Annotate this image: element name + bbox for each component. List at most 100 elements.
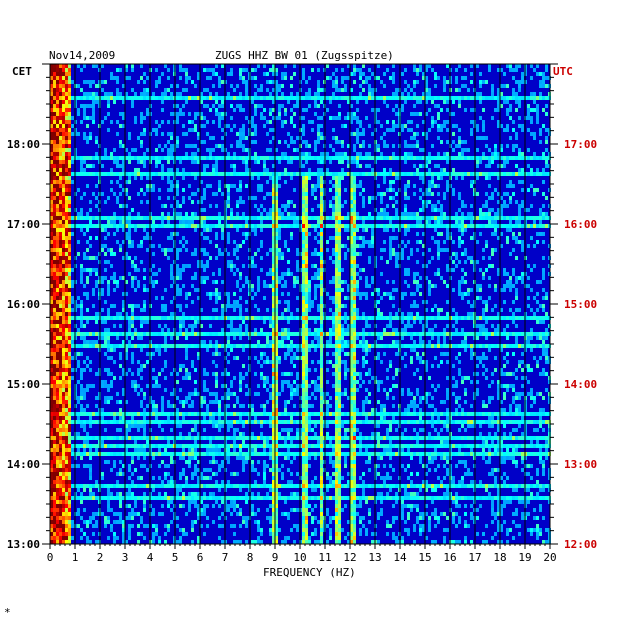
spectrogram-cell	[137, 80, 140, 84]
spectrogram-cell	[461, 76, 464, 80]
spectrogram-cell	[59, 296, 62, 300]
spectrogram-cell	[95, 332, 98, 336]
spectrogram-cell	[383, 240, 386, 244]
spectrogram-cell	[461, 332, 464, 336]
spectrogram-cell	[227, 216, 230, 220]
spectrogram-cell	[194, 332, 197, 336]
spectrogram-cell	[116, 240, 119, 244]
spectrogram-cell	[152, 128, 155, 132]
spectrogram-cell	[437, 164, 440, 168]
spectrogram-cell	[515, 336, 518, 340]
spectrogram-cell	[335, 204, 338, 208]
spectrogram-cell	[416, 220, 419, 224]
spectrogram-cell	[65, 148, 68, 152]
spectrogram-cell	[485, 344, 488, 348]
spectrogram-cell	[536, 116, 539, 120]
spectrogram-cell	[335, 256, 338, 260]
spectrogram-cell	[155, 344, 158, 348]
spectrogram-cell	[56, 116, 59, 120]
spectrogram-cell	[206, 260, 209, 264]
spectrogram-cell	[353, 196, 356, 200]
spectrogram-cell	[56, 152, 59, 156]
spectrogram-cell	[314, 228, 317, 232]
spectrogram-cell	[146, 236, 149, 240]
spectrogram-cell	[440, 332, 443, 336]
spectrogram-cell	[236, 172, 239, 176]
spectrogram-cell	[185, 220, 188, 224]
spectrogram-cell	[383, 172, 386, 176]
spectrogram-cell	[77, 172, 80, 176]
spectrogram-cell	[113, 192, 116, 196]
spectrogram-cell	[230, 316, 233, 320]
spectrogram-cell	[326, 108, 329, 112]
spectrogram-cell	[56, 300, 59, 304]
spectrogram-cell	[272, 88, 275, 92]
spectrogram-cell	[272, 224, 275, 228]
spectrogram-cell	[320, 268, 323, 272]
spectrogram-cell	[62, 244, 65, 248]
spectrogram-cell	[368, 284, 371, 288]
spectrogram-cell	[182, 332, 185, 336]
spectrogram-cell	[56, 196, 59, 200]
spectrogram-cell	[275, 244, 278, 248]
spectrogram-cell	[518, 180, 521, 184]
spectrogram-cell	[470, 180, 473, 184]
spectrogram-cell	[206, 164, 209, 168]
spectrogram-cell	[371, 276, 374, 280]
spectrogram-cell	[335, 240, 338, 244]
spectrogram-cell	[356, 128, 359, 132]
spectrogram-cell	[479, 224, 482, 228]
spectrogram-cell	[368, 92, 371, 96]
spectrogram-cell	[257, 156, 260, 160]
spectrogram-cell	[200, 332, 203, 336]
spectrogram-cell	[65, 260, 68, 264]
spectrogram-cell	[176, 96, 179, 100]
spectrogram-cell	[353, 284, 356, 288]
spectrogram-cell	[416, 332, 419, 336]
spectrogram-cell	[272, 316, 275, 320]
spectrogram-cell	[425, 276, 428, 280]
spectrogram-cell	[191, 332, 194, 336]
spectrogram-cell	[71, 336, 74, 340]
spectrogram-cell	[209, 136, 212, 140]
spectrogram-cell	[533, 96, 536, 100]
spectrogram-cell	[239, 304, 242, 308]
spectrogram-cell	[476, 260, 479, 264]
spectrogram-cell	[350, 292, 353, 296]
spectrogram-cell	[545, 84, 548, 88]
spectrogram-cell	[134, 228, 137, 232]
spectrogram-cell	[134, 256, 137, 260]
spectrogram-cell	[53, 64, 56, 68]
spectrogram-cell	[305, 228, 308, 232]
spectrogram-cell	[50, 76, 53, 80]
spectrogram-cell	[503, 284, 506, 288]
spectrogram-cell	[386, 96, 389, 100]
spectrogram-cell	[485, 316, 488, 320]
spectrogram-cell	[275, 284, 278, 288]
spectrogram-cell	[65, 176, 68, 180]
spectrogram-cell	[209, 184, 212, 188]
spectrogram-cell	[113, 324, 116, 328]
spectrogram-cell	[302, 244, 305, 248]
spectrogram-cell	[80, 324, 83, 328]
spectrogram-cell	[386, 172, 389, 176]
spectrogram-cell	[419, 316, 422, 320]
spectrogram-cell	[356, 108, 359, 112]
spectrogram-cell	[359, 156, 362, 160]
spectrogram-cell	[401, 252, 404, 256]
spectrogram-cell	[53, 248, 56, 252]
spectrogram-cell	[140, 224, 143, 228]
spectrogram-cell	[50, 84, 53, 88]
spectrogram-cell	[131, 68, 134, 72]
spectrogram-cell	[506, 184, 509, 188]
spectrogram-cell	[218, 104, 221, 108]
spectrogram-cell	[125, 216, 128, 220]
spectrogram-cell	[380, 192, 383, 196]
spectrogram-cell	[461, 296, 464, 300]
spectrogram-cell	[467, 300, 470, 304]
spectrogram-cell	[542, 192, 545, 196]
spectrogram-cell	[95, 152, 98, 156]
spectrogram-cell	[482, 152, 485, 156]
spectrogram-cell	[290, 348, 293, 352]
spectrogram-cell	[434, 120, 437, 124]
